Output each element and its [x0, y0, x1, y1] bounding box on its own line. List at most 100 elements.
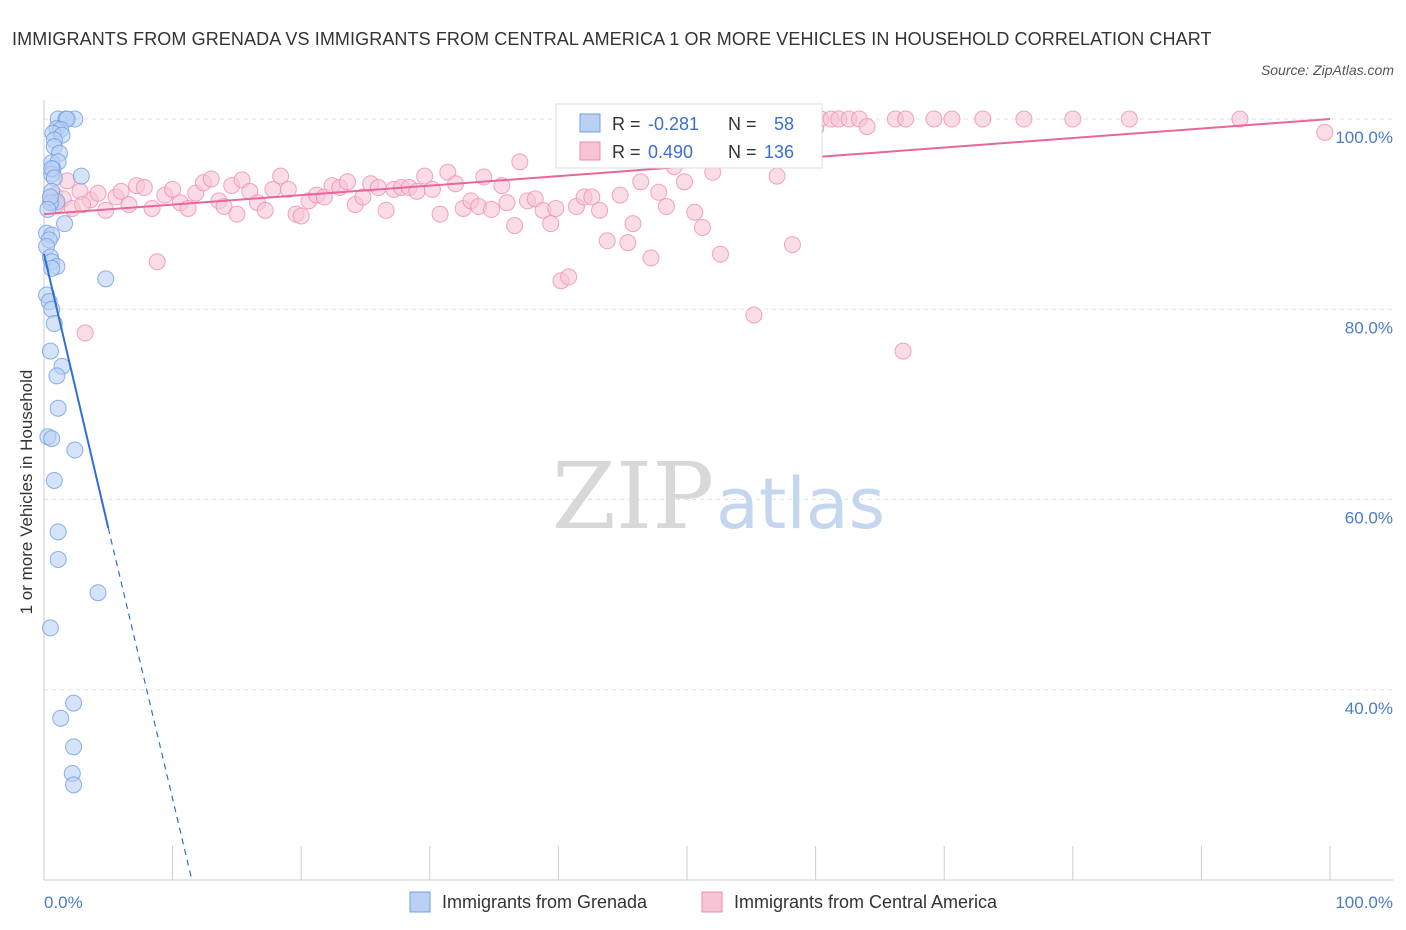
stats-n-value-grenada: 58	[774, 114, 794, 134]
point-central-america	[272, 167, 290, 185]
point-central-america	[1231, 110, 1249, 128]
point-central-america	[498, 194, 516, 212]
point-central-america	[148, 253, 166, 271]
point-central-america	[143, 199, 161, 217]
gridlines	[44, 118, 1393, 691]
point-grenada	[65, 694, 83, 712]
legend: Immigrants from Grenada Immigrants from …	[409, 891, 998, 913]
stats-box: R = -0.281 N = 58 R = 0.490 N = 136	[555, 103, 823, 169]
point-grenada	[41, 619, 59, 637]
x-tick-label-min: 0.0%	[44, 893, 83, 912]
point-central-america	[164, 180, 182, 198]
point-grenada	[39, 200, 57, 218]
stats-swatch-grenada	[579, 113, 601, 133]
chart-title: IMMIGRANTS FROM GRENADA VS IMMIGRANTS FR…	[12, 29, 1212, 49]
point-central-america	[974, 110, 992, 128]
point-central-america	[493, 177, 511, 195]
point-central-america	[619, 234, 637, 252]
point-central-america	[611, 186, 629, 204]
point-central-america	[228, 205, 246, 223]
point-grenada	[48, 367, 66, 385]
point-central-america	[74, 196, 92, 214]
point-grenada	[66, 441, 84, 459]
point-grenada	[52, 709, 70, 727]
point-central-america	[120, 196, 138, 214]
point-central-america	[483, 200, 501, 218]
stats-r-label-grenada: R =	[612, 114, 641, 134]
point-central-america	[1015, 110, 1033, 128]
point-grenada	[45, 471, 63, 489]
point-grenada	[65, 776, 83, 794]
stats-r-value-central-america: 0.490	[648, 142, 693, 162]
point-central-america	[598, 232, 616, 250]
point-central-america	[858, 118, 876, 136]
legend-label-central-america: Immigrants from Central America	[734, 892, 998, 912]
point-grenada	[43, 430, 61, 448]
x-tick-label-max: 100.0%	[1335, 893, 1393, 912]
watermark-zip: ZIP	[552, 443, 714, 550]
point-central-america	[292, 207, 310, 225]
point-central-america	[783, 236, 801, 254]
point-grenada	[45, 315, 63, 333]
point-grenada	[56, 215, 74, 233]
point-central-america	[135, 179, 153, 197]
stats-n-label-grenada: N =	[728, 114, 757, 134]
point-central-america	[711, 245, 729, 263]
legend-item-grenada[interactable]: Immigrants from Grenada	[409, 891, 648, 913]
point-central-america	[256, 201, 274, 219]
point-central-america	[511, 153, 529, 171]
point-central-america	[215, 198, 233, 216]
point-central-america	[423, 180, 441, 198]
point-central-america	[632, 173, 650, 191]
point-central-america	[675, 173, 693, 191]
point-central-america	[591, 201, 609, 219]
point-central-america	[369, 179, 387, 197]
stats-swatch-central-america	[579, 141, 601, 161]
legend-item-central-america[interactable]: Immigrants from Central America	[701, 891, 998, 913]
point-central-america	[768, 167, 786, 185]
point-grenada	[97, 270, 115, 288]
point-central-america	[745, 306, 763, 324]
point-grenada	[89, 584, 107, 602]
point-central-america	[112, 182, 130, 200]
legend-swatch-grenada	[409, 891, 431, 913]
point-central-america	[1064, 110, 1082, 128]
point-central-america	[925, 110, 943, 128]
legend-label-grenada: Immigrants from Grenada	[442, 892, 648, 912]
y-tick-label: 60.0%	[1345, 509, 1393, 528]
source-note: Source: ZipAtlas.com	[1260, 62, 1394, 78]
y-tick-labels: 100.0% 80.0% 60.0% 40.0%	[1335, 128, 1393, 718]
point-central-america	[943, 110, 961, 128]
point-grenada	[49, 399, 67, 417]
point-central-america	[657, 198, 675, 216]
point-central-america	[560, 268, 578, 286]
legend-swatch-central-america	[701, 891, 723, 913]
point-central-america	[686, 203, 704, 221]
point-central-america	[202, 170, 220, 188]
x-tick-labels: 0.0% 100.0%	[44, 893, 1393, 912]
trend-line-grenada	[43, 253, 110, 529]
point-central-america	[279, 180, 297, 198]
point-central-america	[89, 184, 107, 202]
point-central-america	[354, 188, 372, 206]
point-central-america	[624, 215, 642, 233]
point-central-america	[431, 205, 449, 223]
point-central-america	[76, 324, 94, 342]
point-central-america	[1316, 123, 1334, 141]
y-tick-label: 80.0%	[1345, 318, 1393, 337]
point-central-america	[693, 218, 711, 236]
y-tick-label: 100.0%	[1335, 128, 1393, 147]
watermark-atlas: atlas	[716, 463, 885, 545]
point-central-america	[547, 199, 565, 217]
point-central-america	[338, 173, 356, 191]
stats-r-label-central-america: R =	[612, 142, 641, 162]
point-grenada	[41, 342, 59, 360]
point-grenada	[49, 550, 67, 568]
point-central-america	[1120, 110, 1138, 128]
point-central-america	[642, 249, 660, 267]
point-central-america	[583, 188, 601, 206]
point-central-america	[894, 342, 912, 360]
stats-r-value-grenada: -0.281	[648, 114, 699, 134]
point-central-america	[650, 183, 668, 201]
